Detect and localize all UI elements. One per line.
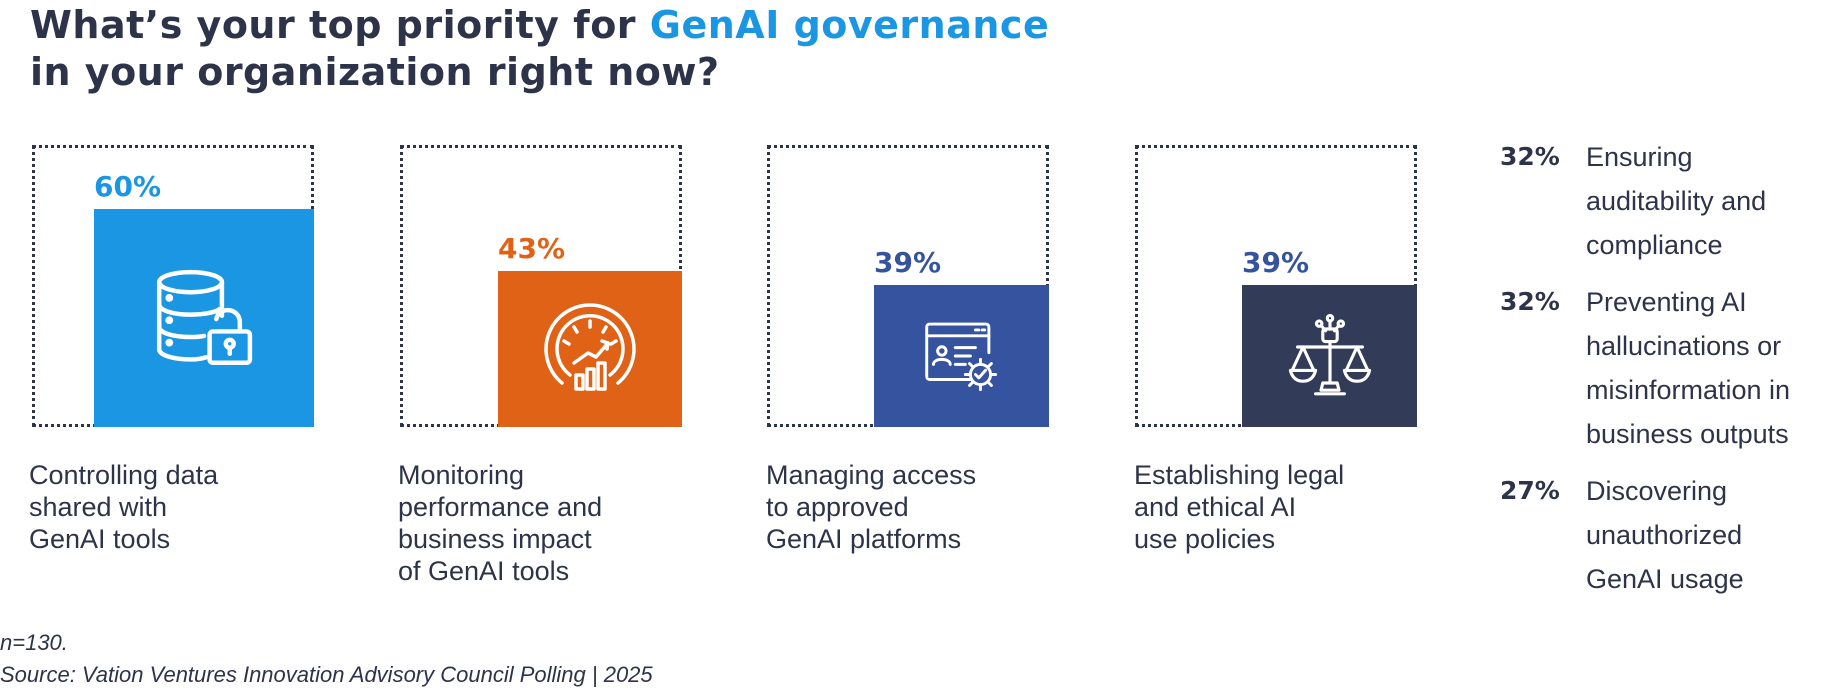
label-line: performance and [398, 492, 603, 522]
side-item-label: Ensuring auditability and compliance [1586, 135, 1816, 267]
side-item-hallucinations: 32% Preventing AI hallucinations or misi… [1500, 280, 1816, 456]
ai-scales-icon [1242, 285, 1417, 427]
side-item-label: Preventing AI hallucinations or misinfor… [1586, 280, 1816, 456]
label-line: Preventing AI [1586, 287, 1747, 317]
label-line: business impact [398, 524, 592, 554]
label-line: Managing access [766, 460, 977, 490]
label-line: GenAI usage [1586, 564, 1744, 594]
side-item-percent: 27% [1500, 476, 1560, 505]
side-item-label: Discovering unauthorized GenAI usage [1586, 469, 1816, 601]
title-part2: in your organization right now? [30, 50, 720, 94]
bar-card-controlling-data: 60% [32, 145, 314, 427]
label-line: Discovering [1586, 476, 1728, 506]
database-unlock-icon [94, 209, 314, 427]
label-line: and ethical AI [1134, 492, 1297, 522]
label-line: hallucinations or [1586, 331, 1782, 361]
card-label-managing-access: Managing access to approved GenAI platfo… [766, 459, 1056, 555]
side-item-percent: 32% [1500, 142, 1560, 171]
bar-value-label: 39% [874, 246, 942, 279]
bar-card-legal-ethical: 39% [1135, 145, 1417, 427]
side-item-percent: 32% [1500, 287, 1560, 316]
speedometer-chart-icon [498, 271, 682, 427]
card-label-controlling-data: Controlling data shared with GenAI tools [29, 459, 319, 555]
bar-value-label: 60% [94, 170, 162, 203]
label-line: unauthorized [1586, 520, 1743, 550]
label-line: to approved [766, 492, 909, 522]
label-line: Establishing legal [1134, 460, 1345, 490]
bar [94, 209, 314, 427]
label-line: Monitoring [398, 460, 525, 490]
label-line: misinformation in [1586, 375, 1791, 405]
bar-value-label: 43% [498, 232, 566, 265]
label-line: Ensuring [1586, 142, 1693, 172]
label-line: use policies [1134, 524, 1276, 554]
label-line: GenAI platforms [766, 524, 962, 554]
title-part1: What’s your top priority for [30, 3, 650, 47]
side-item-unauthorized-usage: 27% Discovering unauthorized GenAI usage [1500, 469, 1816, 601]
bar [498, 271, 682, 427]
card-label-monitoring-performance: Monitoring performance and business impa… [398, 459, 688, 587]
label-line: business outputs [1586, 419, 1789, 449]
chart-title: What’s your top priority for GenAI gover… [30, 2, 1049, 96]
label-line: of GenAI tools [398, 556, 570, 586]
bar-card-monitoring-performance: 43% [400, 145, 682, 427]
label-line: Controlling data [29, 460, 219, 490]
label-line: shared with [29, 492, 168, 522]
bar-value-label: 39% [1242, 246, 1310, 279]
label-line: auditability and [1586, 186, 1767, 216]
card-label-legal-ethical: Establishing legal and ethical AI use po… [1134, 459, 1424, 555]
bar-card-managing-access: 39% [767, 145, 1049, 427]
title-highlight: GenAI governance [649, 3, 1050, 47]
side-item-auditability: 32% Ensuring auditability and compliance [1500, 135, 1816, 267]
label-line: compliance [1586, 230, 1723, 260]
source-note: Source: Vation Ventures Innovation Advis… [0, 662, 653, 687]
sample-size-note: n=130. [0, 630, 68, 655]
label-line: GenAI tools [29, 524, 171, 554]
browser-settings-icon [874, 285, 1049, 427]
